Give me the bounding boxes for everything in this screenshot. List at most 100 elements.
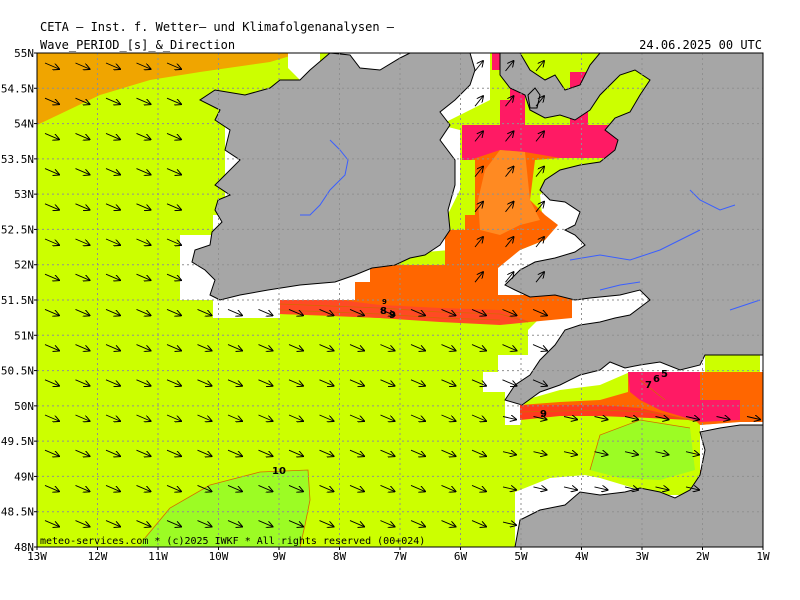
wave-direction-arrow <box>471 414 486 421</box>
wave-direction-arrow <box>75 344 90 351</box>
wave-direction-arrow <box>685 487 699 490</box>
contour-label: 10 <box>272 466 286 477</box>
wave-direction-arrow <box>474 61 483 72</box>
wave-direction-arrow <box>105 238 120 245</box>
wave-direction-arrow <box>75 308 90 315</box>
wave-direction-arrow <box>380 414 395 421</box>
wave-direction-arrow <box>197 484 212 491</box>
wave-direction-arrow <box>166 238 181 245</box>
wave-direction-arrow <box>532 308 547 315</box>
wave-direction-arrow <box>535 202 544 213</box>
lat-label: 50N <box>14 400 34 413</box>
wave-direction-arrow <box>410 379 425 386</box>
wave-direction-arrow <box>75 168 90 175</box>
wave-direction-arrow <box>380 308 395 315</box>
wave-direction-arrow <box>410 344 425 351</box>
wave-direction-arrow <box>319 449 334 456</box>
wave-direction-arrow <box>227 484 242 491</box>
wave-direction-arrow <box>44 203 59 210</box>
wave-direction-arrow <box>533 487 547 490</box>
contour-label: 9 <box>382 298 387 306</box>
wave-direction-arrow <box>227 379 242 386</box>
wave-direction-arrow <box>136 203 151 210</box>
wave-direction-arrow <box>471 484 486 491</box>
wave-direction-arrow <box>505 131 514 142</box>
copyright-text: meteo-services.com * (c)2025 IWKF * All … <box>40 536 425 547</box>
wave-direction-arrow <box>502 522 516 525</box>
wave-direction-arrow <box>105 97 120 104</box>
wave-direction-arrow <box>197 414 212 421</box>
contour-label: 7 <box>645 380 652 391</box>
wave-direction-arrow <box>75 273 90 280</box>
lat-lon-grid <box>37 53 763 547</box>
wave-direction-arrow <box>349 379 364 386</box>
wave-direction-arrow <box>75 132 90 139</box>
lon-label: 12W <box>88 550 108 563</box>
wave-direction-arrow <box>258 379 273 386</box>
land-scotland <box>499 53 763 406</box>
wave-direction-arrow <box>44 344 59 351</box>
wave-direction-arrow <box>166 132 181 139</box>
wave-direction-arrow <box>505 272 514 283</box>
wave-direction-arrow <box>533 417 547 420</box>
lon-label: 9W <box>272 550 286 563</box>
wave-direction-arrow <box>105 344 120 351</box>
wave-direction-arrow <box>716 417 730 420</box>
contour-lines <box>144 303 701 547</box>
wave-direction-arrow <box>410 308 425 315</box>
wave-direction-arrow <box>105 379 120 386</box>
lat-label: 51N <box>14 329 34 342</box>
wave-direction-arrow <box>105 414 120 421</box>
wave-direction-arrow <box>319 308 334 315</box>
wave-direction-arrow <box>44 520 59 527</box>
lon-label: 8W <box>333 550 347 563</box>
wave-direction-arrow <box>44 414 59 421</box>
wave-direction-arrow <box>136 520 151 527</box>
wave-direction-arrow <box>166 97 181 104</box>
wave-direction-arrow <box>227 414 242 421</box>
wave-direction-arrow <box>258 344 273 351</box>
wave-direction-arrow <box>105 308 120 315</box>
wave-direction-arrow <box>75 484 90 491</box>
wave-direction-arrow <box>563 487 577 490</box>
lon-label: 10W <box>209 550 229 563</box>
wave-direction-arrow <box>75 449 90 456</box>
wave-direction-arrows <box>44 61 760 527</box>
wave-direction-arrow <box>441 308 456 315</box>
wave-direction-arrow <box>136 132 151 139</box>
wave-direction-arrow <box>288 379 303 386</box>
wave-direction-arrow <box>288 414 303 421</box>
lon-label: 5W <box>514 550 528 563</box>
wave-direction-arrow <box>380 520 395 527</box>
wave-direction-arrow <box>105 203 120 210</box>
wave-direction-arrow <box>471 308 486 315</box>
wave-direction-arrow <box>75 238 90 245</box>
wave-direction-arrow <box>505 167 514 177</box>
contour-label: 6 <box>653 374 660 385</box>
wave-direction-arrow <box>105 132 120 139</box>
wave-direction-arrow <box>75 379 90 386</box>
wave-direction-arrow <box>166 449 181 456</box>
lon-label: 4W <box>575 550 589 563</box>
wave-direction-arrow <box>563 452 577 455</box>
wave-direction-arrow <box>685 452 699 455</box>
wave-direction-arrow <box>502 487 516 490</box>
lat-label: 52N <box>14 259 34 272</box>
wave-direction-arrow <box>655 452 669 455</box>
map-datetime: 24.06.2025 00 UTC <box>639 38 762 52</box>
land-brittany <box>514 424 763 547</box>
lat-label: 49N <box>14 470 34 483</box>
wave-direction-arrow <box>471 520 486 527</box>
wave-direction-arrow <box>319 414 334 421</box>
wave-direction-arrow <box>532 344 547 351</box>
wave-direction-arrow <box>105 449 120 456</box>
lon-label: 6W <box>454 550 468 563</box>
wave-direction-arrow <box>380 484 395 491</box>
wave-direction-arrow <box>349 414 364 421</box>
wave-direction-arrow <box>197 344 212 351</box>
wave-direction-arrow <box>136 449 151 456</box>
wave-direction-arrow <box>44 273 59 280</box>
wave-direction-arrow <box>502 379 517 386</box>
wave-direction-arrow <box>75 203 90 210</box>
